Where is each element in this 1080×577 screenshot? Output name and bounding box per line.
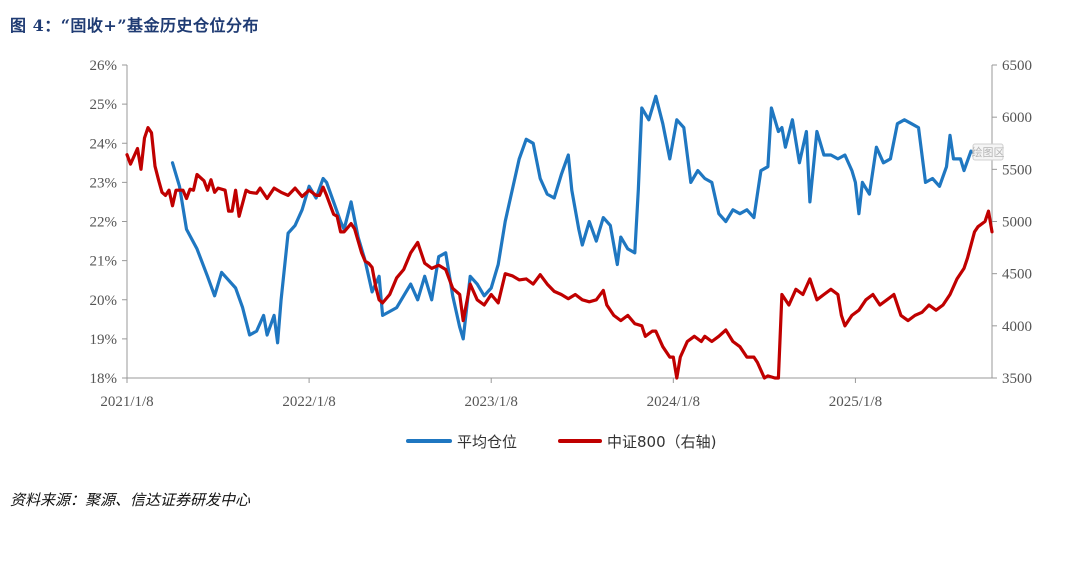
left-tick-label: 19%	[90, 332, 118, 348]
watermark-label: 绘图区	[972, 145, 1005, 159]
series-line-avg-position	[170, 94, 980, 345]
right-tick-label: 6500	[1002, 58, 1032, 74]
figure-title: 图 4：“固收+”基金历史仓位分布	[10, 16, 260, 35]
source-note: 资料来源：聚源、信达证券研发中心	[10, 491, 251, 509]
right-tick-label: 5500	[1002, 162, 1032, 178]
left-tick-label: 23%	[90, 175, 118, 191]
legend-item-csi800: 中证800（右轴)	[558, 433, 716, 451]
x-tick-label: 2024/1/8	[647, 394, 700, 410]
watermark: 绘图区	[972, 143, 1005, 161]
left-tick-label: 24%	[90, 136, 118, 152]
right-tick-label: 3500	[1002, 371, 1032, 387]
right-y-ticks: 3500 4000 4500 5000 5500 6000 6500	[992, 58, 1032, 387]
left-tick-label: 26%	[90, 58, 118, 74]
left-tick-label: 21%	[90, 254, 118, 270]
left-tick-label: 20%	[90, 293, 118, 309]
series-line-csi800	[125, 126, 994, 380]
x-tick-label: 2025/1/8	[829, 394, 882, 410]
legend: 平均仓位 中证800（右轴)	[406, 433, 716, 451]
right-tick-label: 6000	[1002, 110, 1032, 126]
legend-item-avg-position: 平均仓位	[406, 433, 517, 451]
x-tick-label: 2023/1/8	[465, 394, 518, 410]
left-y-ticks: 18% 19% 20% 21% 22% 23% 24% 25% 26%	[90, 58, 127, 387]
left-tick-label: 22%	[90, 215, 118, 231]
x-tick-label: 2021/1/8	[100, 394, 153, 410]
legend-label-avg-position: 平均仓位	[457, 433, 517, 451]
right-tick-label: 4500	[1002, 267, 1032, 283]
legend-label-csi800: 中证800（右轴)	[607, 433, 716, 451]
left-tick-label: 18%	[90, 371, 118, 387]
left-tick-label: 25%	[90, 97, 118, 113]
x-ticks: 2021/1/8 2022/1/8 2023/1/8 2024/1/8 2025/1/8	[100, 378, 882, 410]
right-tick-label: 4000	[1002, 319, 1032, 335]
x-tick-label: 2022/1/8	[282, 394, 335, 410]
right-tick-label: 5000	[1002, 215, 1032, 231]
series-layer	[125, 94, 994, 380]
